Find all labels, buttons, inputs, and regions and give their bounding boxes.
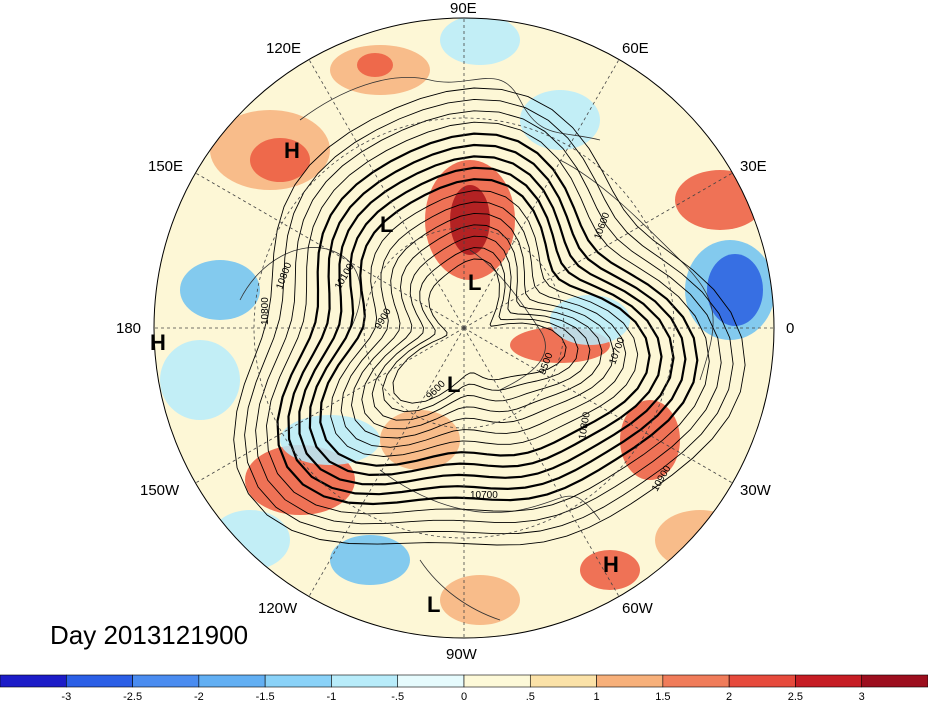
colorbar-swatch bbox=[861, 674, 928, 688]
colorbar-swatch bbox=[662, 674, 730, 688]
low-pressure-marker: L bbox=[380, 212, 393, 237]
colorbar-tick-label: -.5 bbox=[391, 691, 404, 702]
colorbar-tick-label: 1.5 bbox=[655, 691, 670, 702]
anomaly-patch bbox=[675, 170, 765, 230]
anomaly-patch bbox=[440, 575, 520, 625]
longitude-label: 60E bbox=[622, 40, 649, 57]
low-pressure-marker: L bbox=[447, 372, 460, 397]
height-contour bbox=[298, 155, 675, 486]
colorbar-swatch bbox=[596, 674, 664, 688]
anomaly-patch bbox=[440, 18, 520, 65]
colorbar-swatch bbox=[65, 674, 133, 688]
colorbar-tick-label: 2 bbox=[726, 691, 732, 702]
colorbar-swatch bbox=[132, 674, 200, 688]
anomaly-patch bbox=[450, 185, 490, 255]
longitude-label: 150E bbox=[148, 158, 184, 175]
longitude-label: 30E bbox=[740, 158, 767, 175]
anomaly-patch bbox=[280, 415, 380, 465]
height-contour bbox=[244, 98, 734, 535]
low-pressure-marker: L bbox=[427, 592, 440, 617]
map-boundary bbox=[153, 17, 775, 639]
colorbar-tick-label: -1 bbox=[327, 691, 337, 702]
high-pressure-marker: H bbox=[603, 552, 619, 577]
colorbar-swatch bbox=[529, 674, 597, 688]
anomaly-patch bbox=[180, 260, 260, 320]
height-contour bbox=[371, 235, 591, 421]
meridian-line bbox=[195, 327, 465, 484]
coastline bbox=[469, 249, 546, 391]
meridian-line bbox=[308, 59, 465, 329]
colorbar-tick-label: -2.5 bbox=[123, 691, 142, 702]
meridian-line bbox=[463, 327, 733, 484]
colorbar: -3 -2.5 -2 -1.5 -1 -.5 0 .5 1 1.5 2 2.5 3 bbox=[0, 674, 928, 702]
colorbar-tick-label: 2.5 bbox=[788, 691, 803, 702]
colorbar-swatch bbox=[331, 674, 399, 688]
anomaly-patch bbox=[550, 295, 630, 345]
height-contour bbox=[330, 190, 639, 457]
colorbar-tick-label: -1.5 bbox=[256, 691, 275, 702]
low-pressure-marker: L bbox=[468, 270, 481, 295]
height-contours bbox=[233, 87, 746, 546]
height-contour bbox=[308, 166, 663, 477]
colorbar-swatch bbox=[795, 674, 863, 688]
height-contour bbox=[340, 201, 627, 448]
anomaly-patch bbox=[210, 510, 290, 570]
height-contour bbox=[392, 258, 567, 404]
meridian-line bbox=[463, 172, 733, 329]
anomaly-patch bbox=[520, 90, 600, 150]
colorbar-swatch bbox=[264, 674, 332, 688]
longitude-label: 90W bbox=[446, 646, 477, 663]
longitude-label: 30W bbox=[740, 482, 771, 499]
colorbar-tick-label: 1 bbox=[594, 691, 600, 702]
colorbar-tick-label: 0 bbox=[461, 691, 467, 702]
meridian-line bbox=[195, 172, 465, 329]
anomaly-patch bbox=[160, 340, 240, 420]
meridian-line bbox=[308, 327, 465, 597]
longitude-label: 120W bbox=[258, 600, 298, 617]
height-contour bbox=[266, 121, 710, 515]
height-contour bbox=[361, 224, 603, 430]
longitude-label: 120E bbox=[266, 40, 302, 57]
colorbar-swatch bbox=[0, 674, 67, 688]
colorbar-swatch bbox=[463, 674, 531, 688]
colorbar-tick-label: 3 bbox=[859, 691, 865, 702]
height-contour bbox=[287, 143, 687, 496]
anomaly-patch bbox=[707, 254, 763, 326]
coastline bbox=[379, 469, 601, 521]
anomaly-patch bbox=[250, 138, 310, 182]
coastline bbox=[299, 77, 601, 141]
longitude-label: 180 bbox=[116, 320, 142, 337]
height-contour bbox=[255, 110, 722, 525]
colorbar-swatch bbox=[198, 674, 266, 688]
longitude-label: 90E bbox=[450, 0, 477, 17]
height-contour bbox=[276, 132, 699, 506]
day-label: Day 2013121900 bbox=[50, 620, 249, 650]
anomaly-patch bbox=[330, 535, 410, 585]
contour-label: 10800 bbox=[260, 297, 271, 325]
colorbar-tick-label: -2 bbox=[194, 691, 204, 702]
high-pressure-marker: H bbox=[284, 138, 300, 163]
pressure-centers: H L L L H L H bbox=[150, 138, 619, 617]
coastline bbox=[419, 559, 501, 621]
height-contour bbox=[319, 178, 651, 467]
height-contour bbox=[351, 212, 615, 439]
height-contour bbox=[233, 87, 746, 546]
anomaly-patch bbox=[580, 550, 640, 590]
colorbar-swatch bbox=[397, 674, 465, 688]
contour-label: 10700 bbox=[470, 490, 498, 501]
height-contour bbox=[382, 247, 579, 413]
colorbar-tick-label: .5 bbox=[526, 691, 535, 702]
high-pressure-marker: H bbox=[150, 330, 166, 355]
colorbar-tick-label: -3 bbox=[61, 691, 71, 702]
anomaly-patch bbox=[357, 53, 393, 77]
longitude-label: 60W bbox=[622, 600, 653, 617]
longitude-label: 150W bbox=[140, 482, 180, 499]
contour-label: 10800 bbox=[577, 411, 593, 441]
colorbar-swatch bbox=[728, 674, 796, 688]
meridian-line bbox=[463, 327, 620, 597]
longitude-label: 0 bbox=[786, 320, 795, 337]
meridians bbox=[154, 18, 774, 638]
meridian-line bbox=[463, 59, 620, 329]
